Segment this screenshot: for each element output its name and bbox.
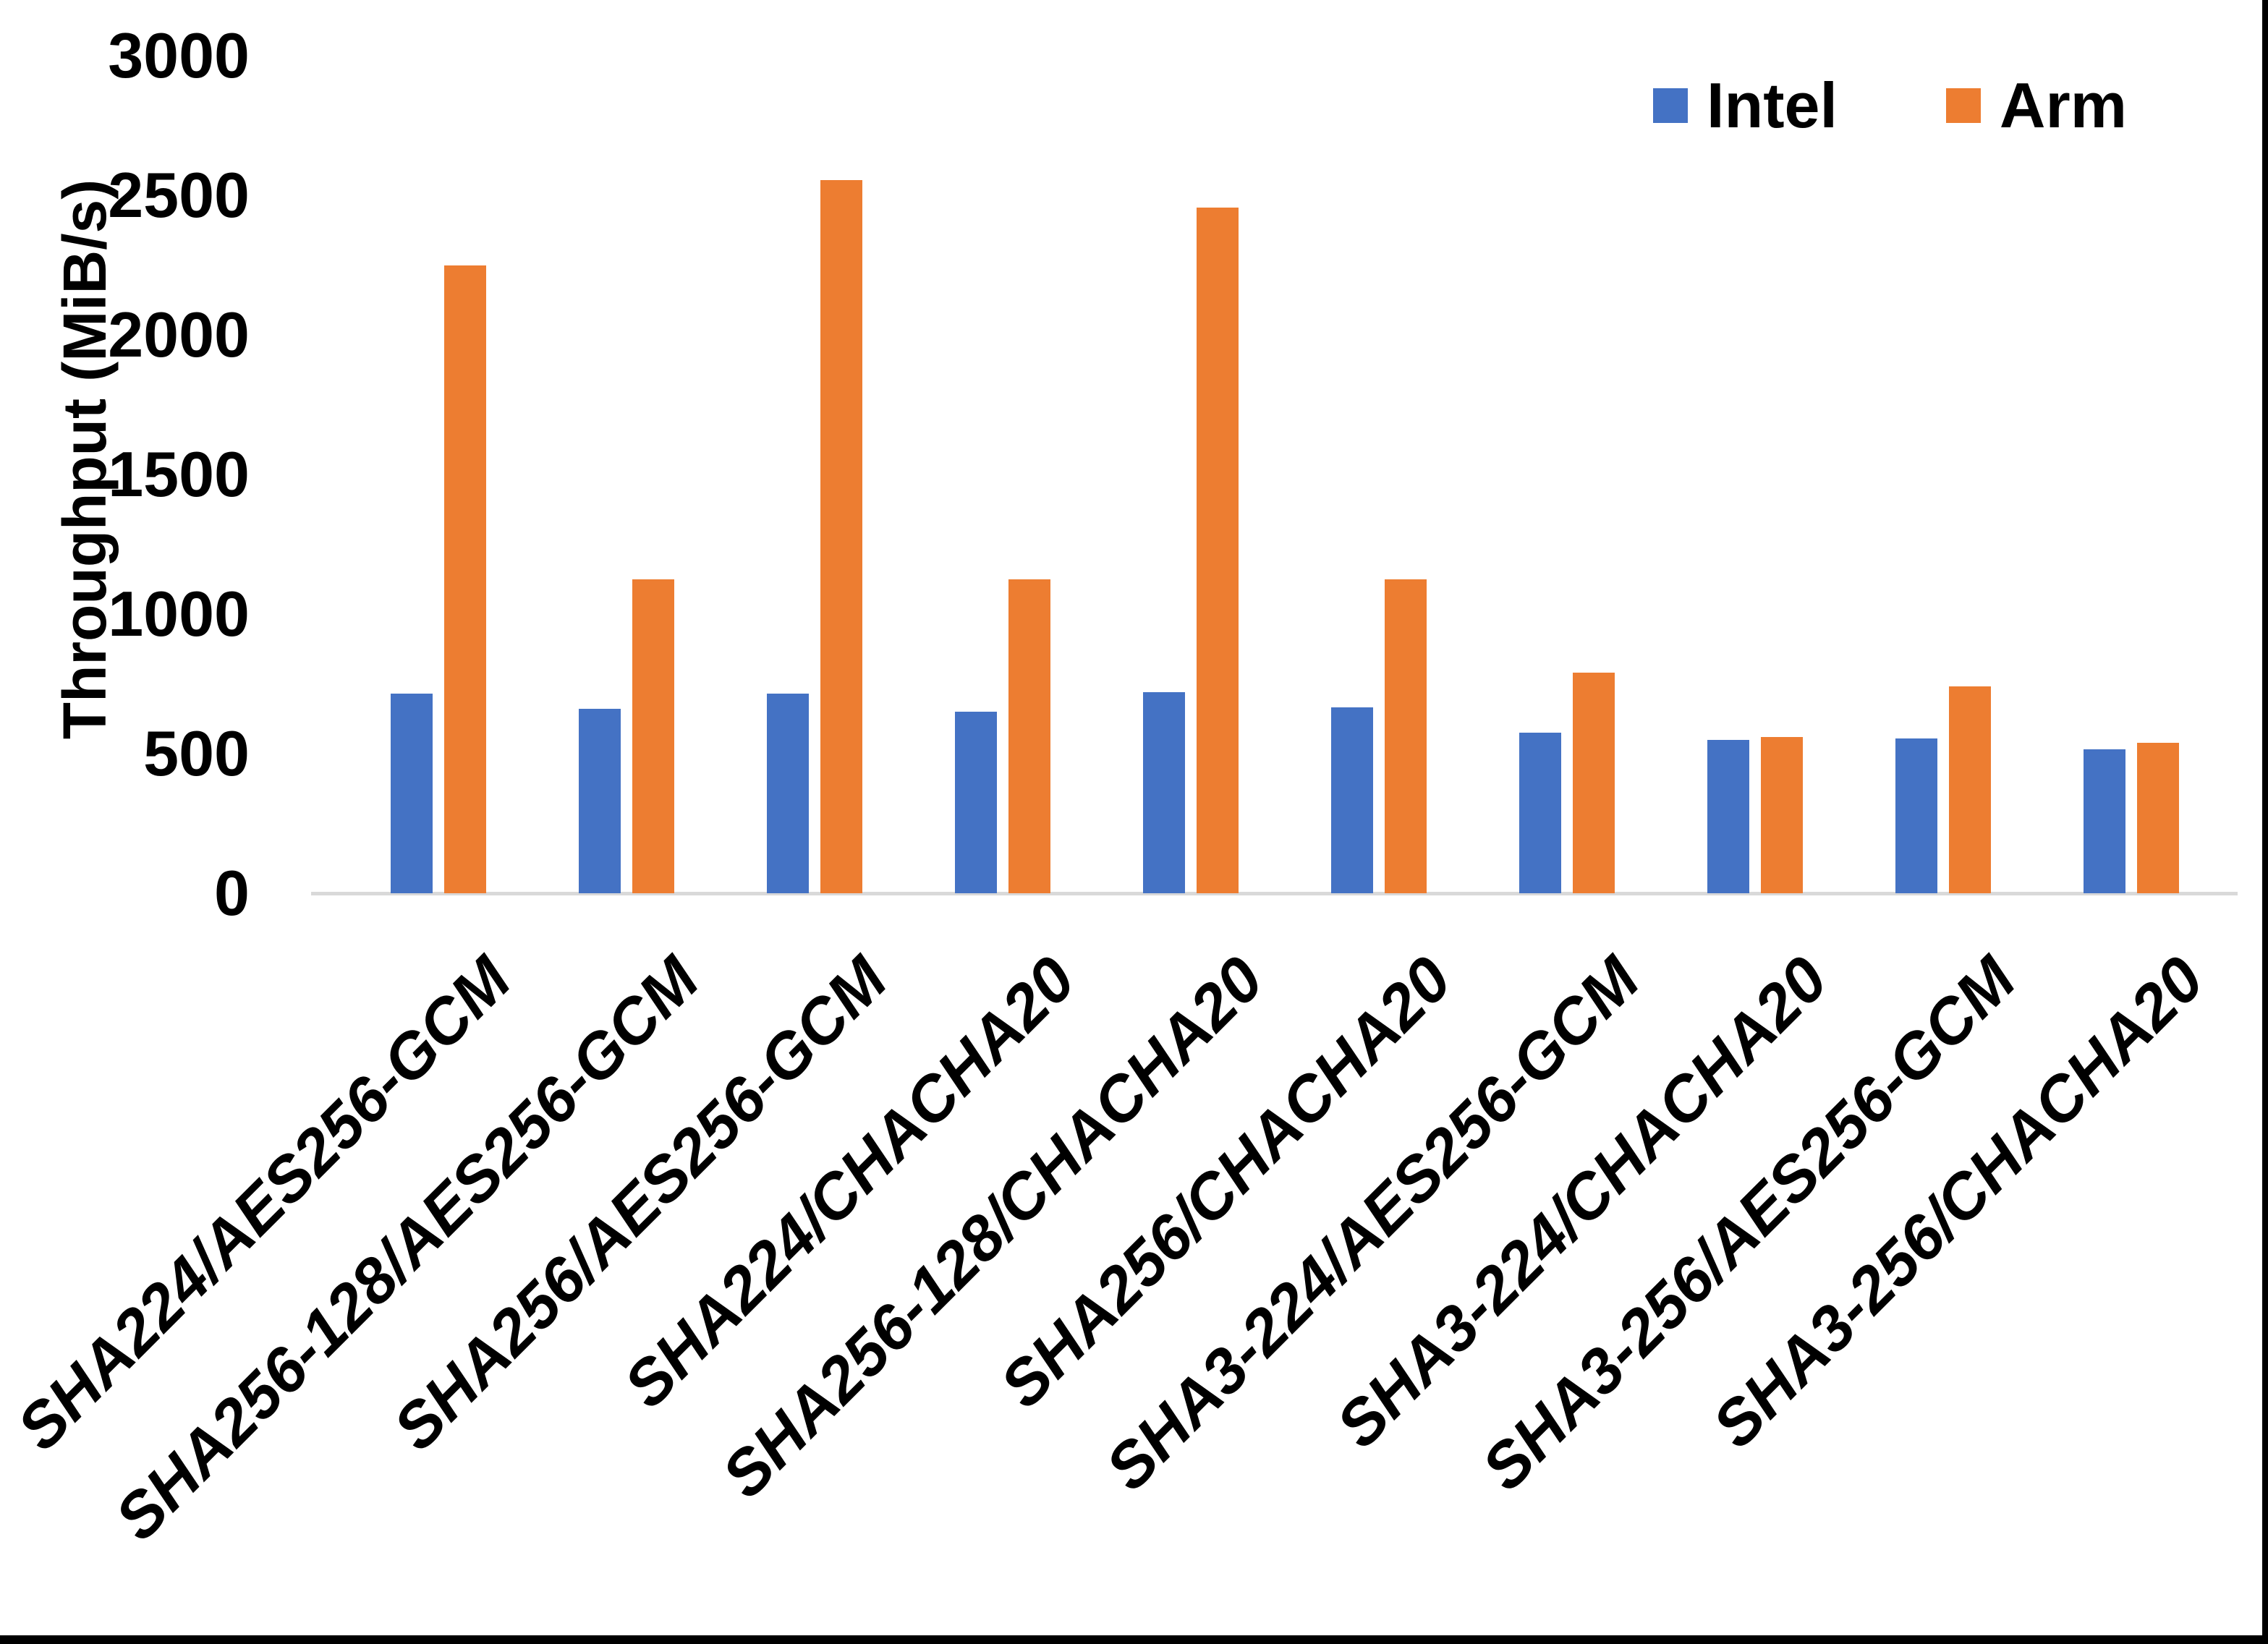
y-tick-label: 3000 bbox=[108, 20, 250, 91]
legend-swatch-intel bbox=[1653, 88, 1688, 123]
bar-arm bbox=[1949, 686, 1991, 893]
legend: Intel Arm bbox=[1653, 69, 2127, 142]
bar-intel bbox=[1519, 733, 1561, 893]
legend-label-intel: Intel bbox=[1707, 69, 1838, 141]
page-border-right bbox=[2262, 0, 2268, 1644]
bar-arm bbox=[2137, 742, 2179, 893]
bar-intel bbox=[2084, 749, 2125, 893]
y-tick-label: 2500 bbox=[108, 159, 250, 231]
bar-arm bbox=[1385, 579, 1427, 893]
y-tick-label: 0 bbox=[214, 857, 250, 929]
bar-arm bbox=[1761, 736, 1803, 893]
legend-item-intel: Intel bbox=[1653, 69, 1838, 142]
legend-label-arm: Arm bbox=[1999, 69, 2127, 141]
bar-arm bbox=[444, 265, 486, 893]
y-tick-label: 2000 bbox=[108, 299, 250, 370]
bar-intel bbox=[1143, 692, 1185, 893]
bar-intel bbox=[1707, 739, 1749, 893]
bar-intel bbox=[1895, 738, 1937, 893]
legend-item-arm: Arm bbox=[1945, 69, 2127, 142]
y-tick-label: 1000 bbox=[108, 578, 250, 649]
y-tick-label: 1500 bbox=[108, 438, 250, 510]
bar-arm bbox=[632, 579, 674, 893]
page-border-bottom bbox=[0, 1635, 2268, 1644]
bar-arm bbox=[820, 179, 862, 893]
y-tick-label: 500 bbox=[143, 717, 250, 789]
bar-intel bbox=[1331, 707, 1373, 893]
bar-arm bbox=[1573, 673, 1615, 893]
bar-intel bbox=[767, 694, 809, 893]
legend-swatch-arm bbox=[1945, 88, 1981, 123]
bar-arm bbox=[1197, 208, 1239, 893]
x-axis-line bbox=[311, 892, 2238, 895]
bar-intel bbox=[391, 694, 433, 893]
bar-intel bbox=[579, 709, 621, 893]
bar-arm bbox=[1008, 579, 1050, 893]
bar-intel bbox=[955, 712, 997, 893]
